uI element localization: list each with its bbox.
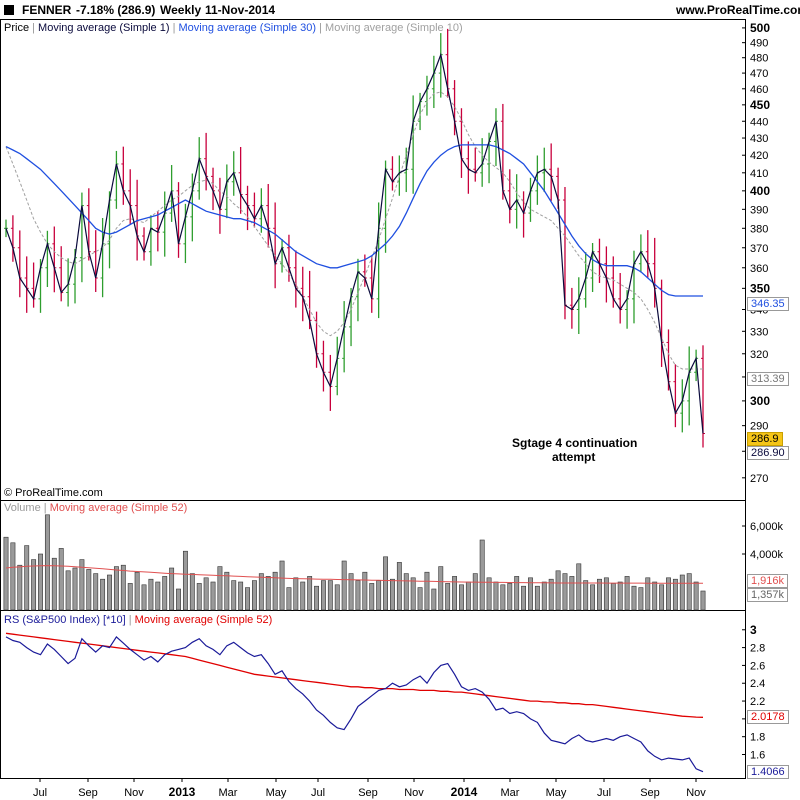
x-axis-label: 2014: [451, 785, 478, 799]
legend-rs: RS (S&P500 Index) [*10]: [4, 614, 126, 626]
price-y-tick-label: 360: [750, 263, 768, 275]
rs-y-tick-label: 1.6: [750, 750, 765, 762]
price-y-tick-label: 430: [750, 133, 768, 145]
price-y-tick-label: 450: [750, 98, 770, 112]
tag-ma10: 313.39: [747, 372, 789, 386]
volume-panel[interactable]: Volume | Moving average (Simple 52): [0, 500, 746, 611]
x-axis-label: May: [546, 787, 567, 799]
copyright-label: © ProRealTime.com: [4, 487, 103, 499]
legend-volume: Volume: [4, 502, 41, 514]
price-y-tick-label: 460: [750, 84, 768, 96]
x-axis-label: Jul: [33, 787, 47, 799]
volume-legend: Volume | Moving average (Simple 52): [4, 502, 188, 514]
legend-ma30: Moving average (Simple 30): [178, 22, 317, 34]
tag-volume: 1,357k: [747, 588, 789, 602]
x-axis-label: May: [266, 787, 287, 799]
price-y-tick-label: 470: [750, 68, 768, 80]
x-axis-label: Mar: [219, 787, 238, 799]
tag-rs-ma: 2.0178: [747, 710, 789, 724]
rs-y-tick-label: 2.8: [750, 643, 765, 655]
price-y-tick-label: 440: [750, 116, 768, 128]
price-panel[interactable]: Price | Moving average (Simple 1) | Movi…: [0, 19, 746, 501]
x-axis-label: Jul: [311, 787, 325, 799]
price-y-tick-label: 350: [750, 281, 770, 295]
period-label: Weekly: [160, 3, 202, 17]
legend-ma10: Moving average (Simple 10): [325, 22, 463, 34]
x-axis-label: Nov: [124, 787, 144, 799]
legend-vol-ma: Moving average (Simple 52): [49, 502, 188, 514]
price-y-tick-label: 420: [750, 150, 768, 162]
price-y-tick-label: 320: [750, 349, 768, 361]
square-logo-icon: [4, 5, 14, 15]
price-y-tick-label: 490: [750, 38, 768, 50]
rs-panel[interactable]: RS (S&P500 Index) [*10] | Moving average…: [0, 610, 746, 779]
x-axis-label: Mar: [501, 787, 520, 799]
annotation-line-2: attempt: [552, 450, 596, 464]
tag-vol-ma: 1,916k: [747, 574, 789, 588]
date-label: 11-Nov-2014: [205, 3, 276, 17]
rs-y-tick-label: 2.2: [750, 696, 765, 708]
price-legend: Price | Moving average (Simple 1) | Movi…: [4, 22, 463, 34]
price-y-tick-label: 330: [750, 326, 768, 338]
x-axis-label: Sep: [640, 787, 660, 799]
legend-rs-ma: Moving average (Simple 52): [134, 614, 273, 626]
annotation-line-1: Sgtage 4 continuation: [512, 436, 638, 450]
rs-y-tick-label: 2.6: [750, 660, 765, 672]
price-y-tick-label: 380: [750, 223, 768, 235]
volume-y-tick-label: 4,000k: [750, 549, 784, 561]
rs-y-tick-label: 3: [750, 623, 757, 637]
price-y-tick-label: 410: [750, 168, 768, 180]
x-axis-label: Nov: [404, 787, 424, 799]
rs-legend: RS (S&P500 Index) [*10] | Moving average…: [4, 614, 273, 626]
x-axis-label: Sep: [78, 787, 98, 799]
symbol-label: FENNER: [22, 3, 72, 17]
legend-ma1: Moving average (Simple 1): [38, 22, 170, 34]
rs-y-tick-label: 2.4: [750, 678, 765, 690]
price-y-tick-label: 370: [750, 243, 768, 255]
volume-y-tick-label: 6,000k: [750, 521, 784, 533]
legend-price: Price: [4, 22, 30, 34]
chart-header: FENNER -7.18% (286.9) Weekly 11-Nov-2014…: [0, 0, 800, 20]
change-label: -7.18% (286.9): [76, 3, 156, 17]
x-axis-label: Jul: [597, 787, 611, 799]
tag-last-close: 286.9: [747, 432, 783, 446]
price-y-tick-label: 290: [750, 421, 768, 433]
tag-close-value: 286.90: [747, 446, 789, 460]
price-y-tick-label: 300: [750, 394, 770, 408]
price-y-tick-label: 500: [750, 21, 770, 35]
site-label: www.ProRealTime.com: [676, 3, 800, 17]
x-axis-label: Nov: [686, 787, 706, 799]
rs-y-tick-label: 1.8: [750, 732, 765, 744]
tag-ma30: 346.35: [747, 297, 789, 311]
x-axis-label: 2013: [169, 785, 196, 799]
x-axis-label: Sep: [358, 787, 378, 799]
price-y-tick-label: 390: [750, 204, 768, 216]
tag-rs: 1.4066: [747, 765, 789, 779]
price-y-tick-label: 400: [750, 184, 770, 198]
price-y-tick-label: 480: [750, 53, 768, 65]
price-y-tick-label: 270: [750, 473, 768, 485]
